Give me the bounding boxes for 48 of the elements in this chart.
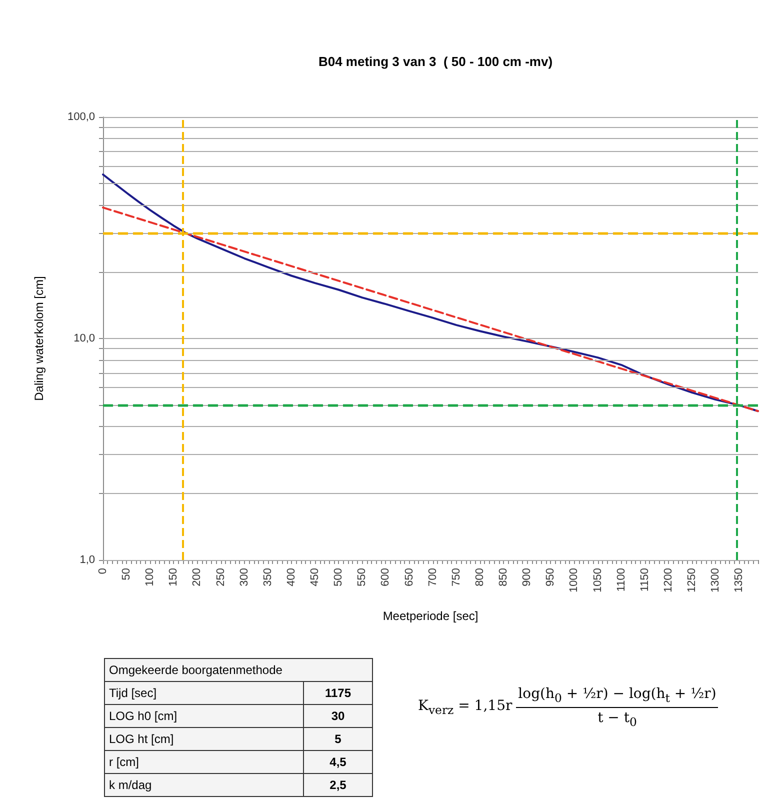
text: 30	[304, 704, 372, 728]
x-tick-label: 1300	[710, 568, 722, 592]
x-tick-label: 200	[191, 568, 204, 586]
x-tick-label: 1000	[568, 568, 580, 592]
x-tick-label: 950	[544, 568, 557, 586]
text: 4,5	[304, 750, 372, 774]
x-tick-label: 300	[238, 568, 250, 586]
x-tick-label: 350	[262, 568, 274, 586]
x-tick-label: 1350	[733, 568, 746, 592]
chart-title: B04 meting 3 van 3 ( 50 - 100 cm -mv)	[318, 54, 553, 69]
text: t − t$_{0}$	[598, 708, 637, 729]
x-tick-label: 650	[403, 568, 416, 586]
x-tick-label: 250	[214, 568, 227, 586]
text: Tijd [sec]	[104, 682, 304, 704]
text: K$_{verz}$ = 1,15r	[418, 698, 512, 717]
x-tick-label: 1050	[592, 568, 604, 592]
x-tick-label: 600	[380, 568, 392, 586]
text: log(h$_{0}$ + ½r) − log(h$_{t}$ + ½r)	[516, 686, 718, 708]
text: LOG ht [cm]	[104, 728, 304, 750]
y-tick-label: 10,0	[74, 332, 95, 344]
x-tick-label: 100	[144, 568, 156, 586]
x-axis-title: Meetperiode [sec]	[382, 609, 478, 623]
x-tick-label: 1200	[662, 568, 674, 592]
x-tick-label: 150	[168, 568, 180, 586]
x-tick-label: 750	[450, 568, 462, 586]
text: r [cm]	[104, 750, 304, 774]
text: LOG h0 [cm]	[104, 704, 304, 728]
x-tick-label: 1100	[615, 568, 628, 592]
text: Omgekeerde boorgatenmethode	[104, 658, 372, 682]
x-tick-label: 400	[285, 568, 298, 586]
x-tick-label: 1150	[638, 568, 651, 592]
x-tick-label: 50	[120, 568, 133, 580]
text: 1175	[304, 682, 372, 704]
x-tick-label: 700	[426, 568, 439, 586]
x-tick-label: 550	[356, 568, 368, 586]
text: 2,5	[304, 774, 372, 796]
x-tick-label: 0	[97, 568, 109, 574]
x-tick-label: 900	[521, 568, 534, 586]
y-tick-label: 1,0	[80, 554, 95, 566]
text: k m/dag	[104, 774, 304, 796]
y-tick-label: 100,0	[67, 111, 95, 123]
x-tick-label: 800	[474, 568, 486, 586]
x-tick-label: 1250	[686, 568, 698, 592]
y-axis-title: Daling waterkolom [cm]	[32, 276, 46, 401]
text: 5	[304, 728, 372, 750]
x-tick-label: 450	[309, 568, 322, 586]
x-tick-label: 850	[498, 568, 510, 586]
x-tick-label: 500	[332, 568, 345, 586]
